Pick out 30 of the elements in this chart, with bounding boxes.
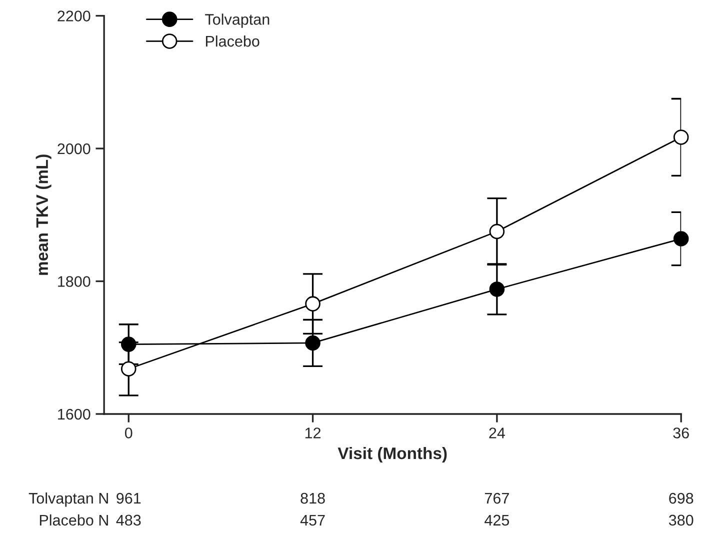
x-axis-title: Visit (Months): [338, 446, 447, 463]
point: [489, 224, 505, 240]
legend-label: Tolvaptan: [205, 14, 270, 28]
text: 380: [668, 514, 694, 526]
y-tick-label: 2200: [58, 10, 90, 22]
text: 767: [484, 492, 509, 504]
text: 425: [484, 514, 510, 526]
text: 457: [300, 514, 325, 526]
point: [120, 336, 136, 352]
text: 698: [669, 492, 694, 504]
y-tick-label: 1600: [58, 408, 90, 420]
point: [673, 231, 689, 246]
y-axis-title: mean TKV (mL): [36, 154, 52, 275]
legend-label: Placebo: [206, 35, 260, 47]
x-tick-label: 36: [673, 428, 689, 438]
text: 961: [116, 492, 141, 504]
point: [673, 130, 689, 145]
point: [120, 361, 136, 376]
text: Placebo N: [40, 514, 108, 526]
y-tick-label: 2000: [58, 143, 90, 154]
point: [305, 335, 320, 351]
text: 483: [116, 514, 141, 526]
text: 818: [300, 492, 325, 504]
x-tick-label: 0: [124, 428, 132, 438]
point: [305, 296, 320, 312]
point: [489, 282, 505, 297]
text: Tolvaptan N: [28, 492, 108, 507]
x-tick-label: 12: [305, 428, 321, 438]
x-tick-label: 24: [489, 428, 505, 438]
y-tick-label: 1800: [58, 276, 90, 287]
